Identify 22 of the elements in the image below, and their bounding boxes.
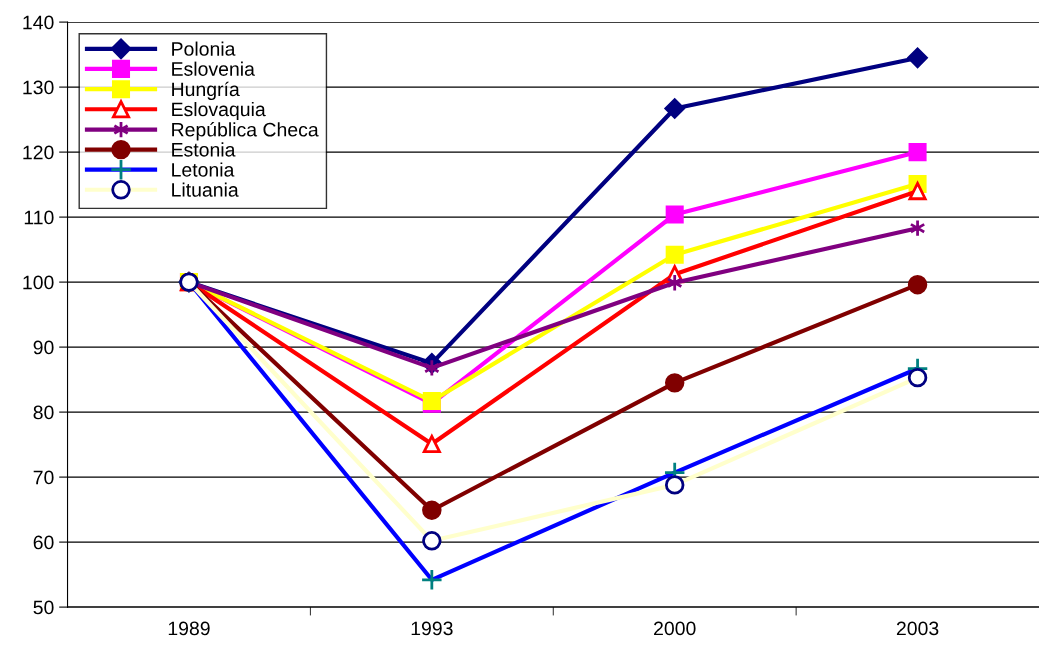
x-tick-label: 2000 <box>654 621 696 636</box>
y-tick-label: 130 <box>23 80 54 95</box>
legend-label: Polonia <box>172 41 236 56</box>
y-tick-label: 80 <box>33 405 54 420</box>
y-tick-label: 110 <box>24 210 54 225</box>
y-tick-label: 60 <box>33 535 54 550</box>
legend-label: Letonia <box>172 162 235 177</box>
y-tick-label: 120 <box>23 145 54 160</box>
legend-label: Hungría <box>172 81 240 101</box>
y-tick-label: 90 <box>33 340 54 355</box>
legend-label: República Checa <box>172 122 319 141</box>
y-tick-label: 140 <box>23 15 54 30</box>
y-tick-label: 50 <box>33 600 54 615</box>
legend-label: Lituania <box>172 182 239 197</box>
legend-label: Eslovenia <box>172 61 255 76</box>
x-tick-label: 1993 <box>411 621 453 636</box>
y-tick-label: 100 <box>23 275 54 290</box>
y-tick-label: 70 <box>33 470 54 485</box>
x-tick-label: 2003 <box>896 621 939 636</box>
legend-label: Eslovaquia <box>172 101 266 121</box>
legend-label: Estonia <box>172 142 236 157</box>
x-tick-label: 1989 <box>168 621 210 636</box>
